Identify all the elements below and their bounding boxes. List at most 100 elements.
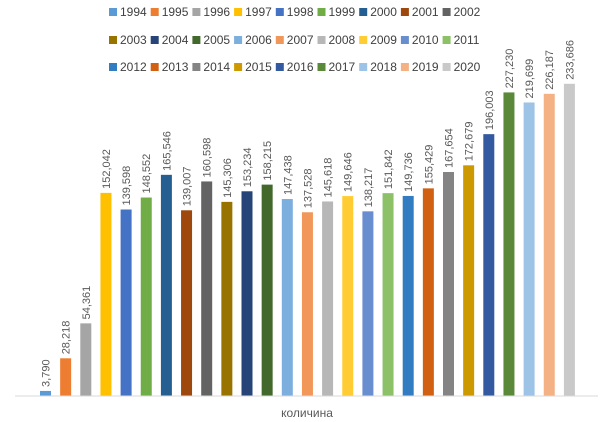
legend-swatch [442, 63, 451, 71]
bar-2018 [523, 102, 535, 396]
data-label-1995: 28,218 [61, 321, 73, 355]
legend-entry-label: 2018 [370, 60, 397, 74]
legend-swatch [400, 8, 409, 16]
bar-2007 [301, 212, 313, 396]
legend-swatch [317, 8, 326, 16]
bar-1997 [100, 192, 112, 396]
data-label-1994: 3,790 [41, 359, 53, 387]
bar-1995 [60, 358, 72, 396]
bar-1998 [120, 209, 132, 396]
legend-entry-label: 1999 [329, 5, 356, 19]
legend-swatch [150, 36, 159, 44]
x-axis-category-label: количина [281, 406, 333, 420]
data-label-2020: 233,686 [564, 40, 576, 80]
data-label-2010: 138,217 [363, 168, 375, 208]
legend-swatch [442, 8, 451, 16]
legend-entry-label: 1997 [245, 5, 272, 19]
data-label-2002: 160,598 [202, 138, 214, 178]
data-label-1997: 152,042 [101, 149, 113, 189]
legend-swatch [192, 36, 201, 44]
legend-swatch [275, 36, 284, 44]
data-label-1998: 139,598 [121, 166, 133, 206]
data-label-2000: 165,546 [161, 131, 173, 171]
legend-swatch [317, 63, 326, 71]
legend-swatch [317, 36, 326, 44]
legend-entry-label: 2006 [245, 33, 272, 47]
legend-entry-label: 2009 [370, 33, 397, 47]
bar-2004 [241, 191, 253, 396]
data-label-1999: 148,552 [141, 154, 153, 194]
bar-2019 [543, 93, 555, 396]
legend-entry-label: 1995 [162, 5, 189, 19]
legend-swatch [109, 8, 117, 16]
legend-entry-label: 1994 [120, 5, 147, 19]
data-label-2011: 151,842 [383, 149, 395, 189]
bar-2001 [181, 210, 193, 396]
legend-entry-label: 2000 [370, 5, 397, 19]
data-label-group: 3,790 28,218 54,361 152,042 139,598 148,552 16… [41, 40, 577, 387]
legend-swatch [150, 8, 159, 16]
data-label-2018: 219,699 [524, 59, 536, 99]
data-label-2019: 226,187 [544, 50, 556, 90]
data-label-2012: 149,736 [403, 152, 415, 192]
legend-entry-label: 2017 [329, 60, 356, 74]
bar-2009 [342, 196, 354, 396]
legend-entry-label: 2016 [287, 60, 314, 74]
bar-2010 [362, 211, 374, 396]
legend-swatch [192, 8, 201, 16]
legend-entry-label: 2001 [412, 5, 439, 19]
bar-2017 [503, 92, 515, 397]
bar-1996 [80, 323, 92, 396]
legend-swatch [359, 63, 368, 71]
bar-2003 [221, 201, 233, 396]
data-label-2005: 158,215 [262, 141, 274, 181]
legend-swatch [359, 8, 368, 16]
legend-swatch [400, 36, 409, 44]
legend-swatch [109, 36, 117, 44]
data-label-2009: 149,646 [343, 152, 355, 192]
legend-swatch [400, 63, 409, 71]
legend-entry-label: 2002 [454, 5, 481, 19]
legend-swatch [150, 63, 159, 71]
legend-entry-label: 1998 [287, 5, 314, 19]
legend-entry-label: 2015 [245, 60, 272, 74]
bar-2011 [382, 193, 394, 396]
bar-2002 [201, 181, 213, 396]
data-label-2014: 167,654 [444, 128, 456, 168]
legend-swatch [442, 36, 451, 44]
bar-2015 [463, 165, 475, 396]
legend-swatch [275, 63, 284, 71]
legend-entry-label: 2012 [120, 60, 147, 74]
bar-2014 [443, 172, 454, 396]
legend-swatch [109, 63, 117, 71]
legend-swatch [234, 8, 243, 16]
data-label-2006: 147,438 [282, 155, 294, 195]
bar-2005 [261, 184, 273, 396]
bar-1999 [140, 197, 152, 396]
bar-2013 [422, 188, 434, 396]
legend-entry-label: 2007 [287, 33, 314, 47]
legend-entry-label: 2008 [329, 33, 356, 47]
legend-entry-label: 2014 [203, 60, 230, 74]
bar-2000 [160, 174, 172, 396]
legend-swatch [275, 8, 284, 16]
data-label-1996: 54,361 [81, 286, 93, 320]
chart-legend: 1994 1995 1996 1997 1998 1999 2000 2001 2002 2003… [109, 5, 481, 74]
legend-entry-label: 2003 [120, 33, 147, 47]
data-label-2004: 153,234 [242, 148, 254, 188]
bar-series-group [40, 83, 575, 397]
bar-2020 [563, 83, 575, 397]
legend-entry-label: 2010 [412, 33, 439, 47]
bar-2008 [322, 201, 334, 396]
data-label-2013: 155,429 [423, 145, 435, 185]
data-label-2008: 145,618 [323, 158, 335, 198]
bar-1994 [40, 390, 51, 396]
legend-swatch [192, 63, 201, 71]
legend-entry-label: 2011 [454, 33, 480, 47]
data-label-2001: 139,007 [182, 167, 194, 207]
legend-entry-label: 2005 [203, 33, 230, 47]
legend-entry-label: 2013 [162, 60, 189, 74]
data-label-2015: 172,679 [464, 122, 476, 162]
legend-swatch [359, 36, 368, 44]
